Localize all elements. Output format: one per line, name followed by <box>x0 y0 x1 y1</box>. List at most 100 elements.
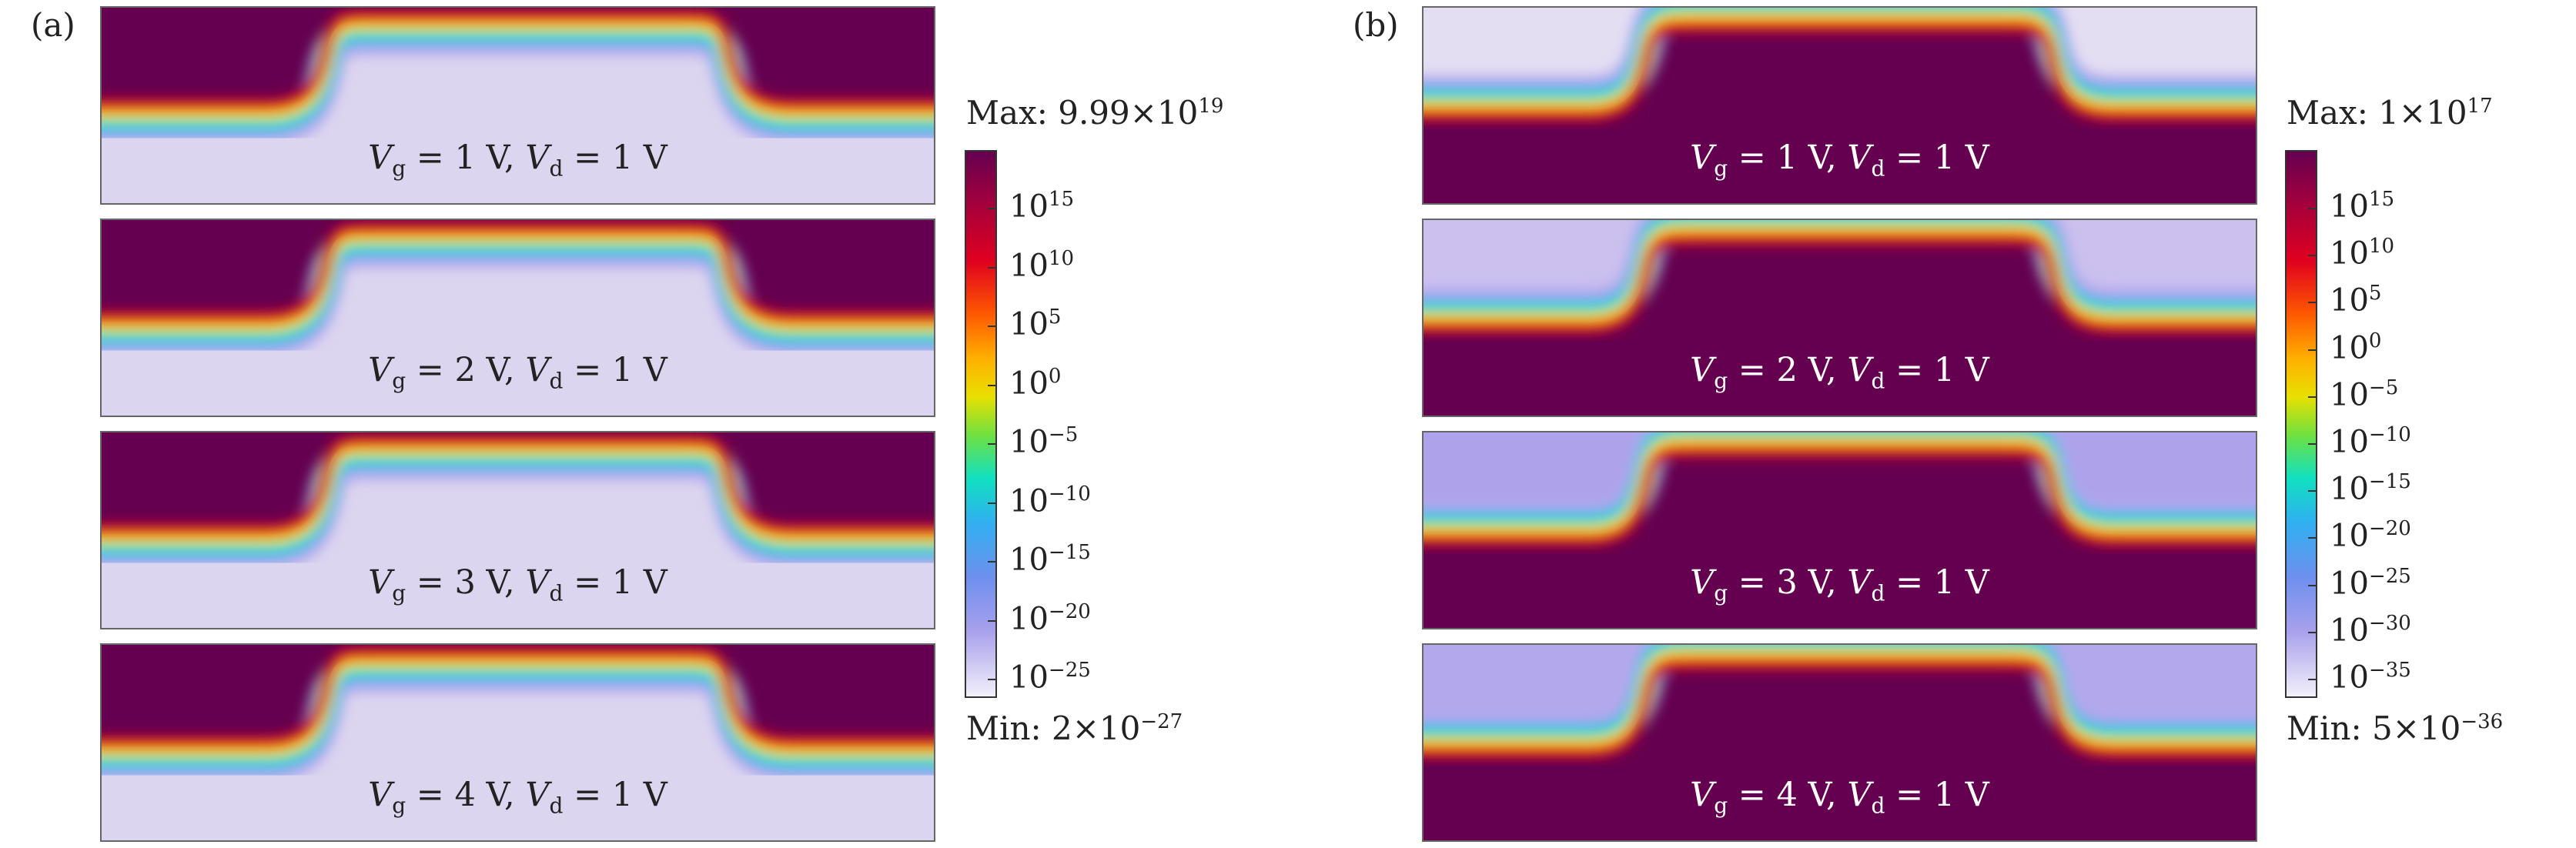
colorbar-tickmark <box>988 384 995 386</box>
colorbar-tickmark <box>2308 302 2316 304</box>
field-map <box>102 432 934 628</box>
colorbar-tick-label: 10−5 <box>2330 376 2399 413</box>
colorbar-tickmark <box>2308 679 2316 680</box>
vd-sub: d <box>549 580 564 606</box>
colorbar-tick-label: 1015 <box>2330 188 2394 225</box>
condition-label: Vg = 2 V, Vd = 1 V <box>368 351 667 394</box>
condition-label: Vg = 4 V, Vd = 1 V <box>368 776 667 819</box>
condition-label: Vg = 2 V, Vd = 1 V <box>1690 351 1989 394</box>
colorbar-tick-label: 1010 <box>2330 235 2394 272</box>
vd-sub: d <box>1871 793 1885 819</box>
colorbar-tickmark <box>2308 537 2316 539</box>
vg-sub: g <box>1714 155 1728 182</box>
vd-sub: d <box>1871 368 1885 394</box>
vd-value: = 1 V <box>574 139 667 177</box>
vg-value: = 1 V, <box>1738 139 1837 177</box>
vg-sub: g <box>392 368 406 394</box>
colorbar-tick-label: 100 <box>1009 364 1062 401</box>
colorbar-tick-label: 10−25 <box>1009 659 1091 696</box>
colorbar-tickmark <box>2308 490 2316 492</box>
vg-value: = 1 V, <box>416 139 515 177</box>
field-map <box>102 8 934 203</box>
colorbar-tick-label: 105 <box>2330 282 2382 319</box>
vd-value: = 1 V <box>1895 139 1989 177</box>
vd-sub: d <box>549 155 564 182</box>
subplot-a-4: Vg = 4 V, Vd = 1 V <box>100 643 935 842</box>
colorbar-tick-label: 1010 <box>1009 246 1074 283</box>
colorbar-tickmark <box>988 208 995 209</box>
colorbar-a <box>965 150 997 698</box>
vd-value: = 1 V <box>1895 351 1989 389</box>
colorbar-tickmark <box>988 679 995 680</box>
condition-label: Vg = 3 V, Vd = 1 V <box>1690 563 1989 606</box>
condition-label: Vg = 1 V, Vd = 1 V <box>1690 139 1989 182</box>
vd-value: = 1 V <box>574 776 667 814</box>
condition-label: Vg = 4 V, Vd = 1 V <box>1690 776 1989 819</box>
colorbar-tickmark <box>988 561 995 563</box>
colorbar-tick-label: 10−30 <box>2330 611 2411 649</box>
colorbar-tickmark <box>988 619 995 622</box>
colorbar-tickmark <box>988 502 995 504</box>
colorbar-tick-label: 10−10 <box>2330 423 2411 460</box>
vd-sub: d <box>1871 155 1885 182</box>
colorbar-tick-label: 10−25 <box>2330 564 2411 601</box>
subplot-a-3: Vg = 3 V, Vd = 1 V <box>100 431 935 629</box>
colorbar-tickmark <box>988 326 995 327</box>
subplot-a-2: Vg = 2 V, Vd = 1 V <box>100 219 935 417</box>
colorbar-tick-label: 10−20 <box>1009 599 1091 636</box>
vg-sub: g <box>1714 793 1728 819</box>
panel-a-label: (a) <box>31 6 75 44</box>
vd-sub: d <box>1871 580 1885 606</box>
vg-value: = 3 V, <box>1738 563 1837 602</box>
colorbar-tickmark <box>2308 208 2316 209</box>
colorbar-tickmark <box>2308 349 2316 351</box>
vg-sub: g <box>392 155 406 182</box>
colorbar-tickmark <box>2308 396 2316 398</box>
vg-value: = 2 V, <box>416 351 515 389</box>
colorbar-tick-label: 10−35 <box>2330 659 2411 696</box>
colorbar-tickmark <box>2308 255 2316 257</box>
vd-value: = 1 V <box>1895 776 1989 814</box>
vd-sub: d <box>549 368 564 394</box>
field-map <box>102 645 934 840</box>
subplot-a-1: Vg = 1 V, Vd = 1 V <box>100 6 935 205</box>
colorbar-tick-label: 100 <box>2330 329 2382 366</box>
field-map <box>1423 645 2256 840</box>
colorbar-a-min: Min: 2×10−27 <box>966 709 1183 747</box>
colorbar-tick-label: 105 <box>1009 305 1062 342</box>
field-map <box>1423 8 2256 203</box>
subplot-b-2: Vg = 2 V, Vd = 1 V <box>1422 219 2257 417</box>
colorbar-b-max: Max: 1×1017 <box>2287 94 2493 132</box>
colorbar-tick-label: 10−10 <box>1009 482 1091 519</box>
vg-sub: g <box>392 580 406 606</box>
field-map <box>1423 432 2256 628</box>
colorbar-tick-label: 10−20 <box>2330 517 2411 554</box>
condition-label: Vg = 3 V, Vd = 1 V <box>368 563 667 606</box>
colorbar-tickmark <box>2308 443 2316 445</box>
panel-b-label: (b) <box>1353 6 1399 44</box>
vg-value: = 4 V, <box>1738 776 1837 814</box>
condition-label: Vg = 1 V, Vd = 1 V <box>368 139 667 182</box>
vg-sub: g <box>392 793 406 819</box>
subplot-b-1: Vg = 1 V, Vd = 1 V <box>1422 6 2257 205</box>
colorbar-tickmark <box>2308 631 2316 633</box>
subplot-b-3: Vg = 3 V, Vd = 1 V <box>1422 431 2257 629</box>
colorbar-tickmark <box>988 443 995 445</box>
vg-value: = 2 V, <box>1738 351 1837 389</box>
vg-sub: g <box>1714 580 1728 606</box>
vd-value: = 1 V <box>574 563 667 602</box>
field-map <box>102 220 934 416</box>
vg-sub: g <box>1714 368 1728 394</box>
colorbar-a-max: Max: 9.99×1019 <box>966 94 1224 132</box>
vd-sub: d <box>549 793 564 819</box>
colorbar-tick-label: 10−5 <box>1009 423 1079 460</box>
colorbar-tick-label: 10−15 <box>2330 470 2411 507</box>
field-map <box>1423 220 2256 416</box>
colorbar-b-min: Min: 5×10−36 <box>2287 709 2504 747</box>
colorbar-tickmark <box>2308 584 2316 586</box>
subplot-b-4: Vg = 4 V, Vd = 1 V <box>1422 643 2257 842</box>
vg-value: = 3 V, <box>416 563 515 602</box>
colorbar-tick-label: 10−15 <box>1009 541 1091 578</box>
colorbar-tickmark <box>988 266 995 269</box>
vg-value: = 4 V, <box>416 776 515 814</box>
